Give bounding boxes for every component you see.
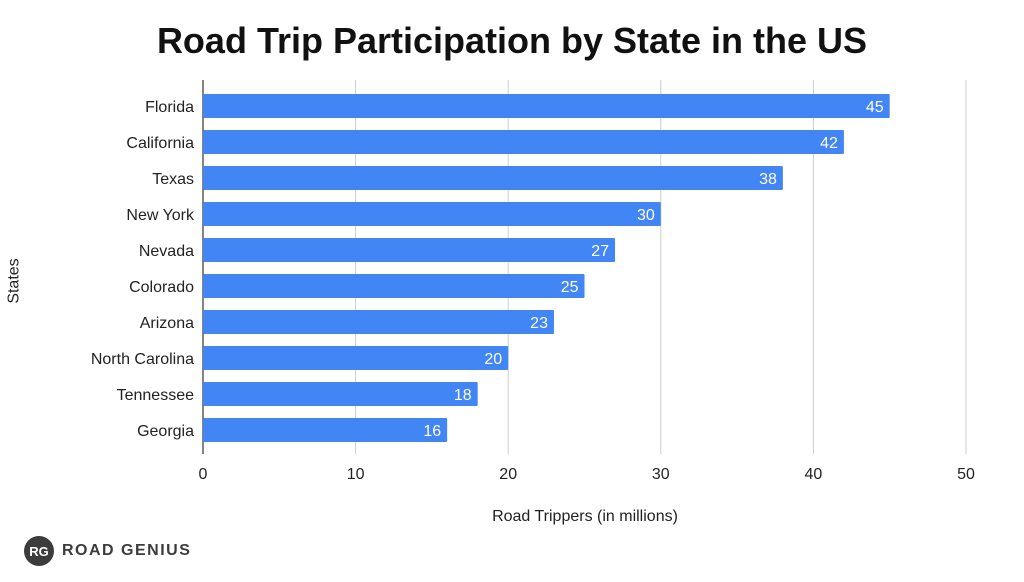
- category-label: California: [126, 135, 194, 152]
- x-tick-label: 40: [805, 466, 823, 483]
- bar: [203, 130, 844, 154]
- bar-value-label: 23: [530, 315, 548, 332]
- category-label: Arizona: [140, 315, 194, 332]
- bar-value-label: 42: [820, 135, 838, 152]
- x-axis-label: Road Trippers (in millions): [492, 508, 678, 525]
- bar-value-label: 20: [484, 351, 502, 368]
- category-label: North Carolina: [91, 351, 194, 368]
- x-tick-label: 10: [347, 466, 365, 483]
- x-tick-label: 20: [499, 466, 517, 483]
- bar-value-label: 25: [561, 279, 579, 296]
- bar-value-label: 16: [423, 423, 441, 440]
- bar-value-label: 38: [759, 171, 777, 188]
- category-label: New York: [126, 207, 195, 224]
- bar-value-label: 45: [866, 99, 884, 116]
- bar: [203, 418, 448, 442]
- bar: [203, 202, 661, 226]
- brand-logo: RG ROAD GENIUS: [24, 536, 191, 566]
- category-label: Nevada: [139, 243, 194, 260]
- bar: [203, 382, 478, 406]
- bar-value-label: 18: [454, 387, 472, 404]
- x-tick-label: 30: [652, 466, 670, 483]
- bar: [203, 94, 890, 118]
- bar: [203, 238, 616, 262]
- category-label: Texas: [152, 171, 194, 188]
- bar: [203, 166, 783, 190]
- bar: [203, 346, 509, 370]
- chart-title: Road Trip Participation by State in the …: [156, 20, 868, 61]
- y-axis-label: States: [5, 258, 23, 304]
- bar: [203, 310, 554, 334]
- brand-name: ROAD GENIUS: [62, 542, 192, 559]
- bar-value-label: 30: [637, 207, 655, 224]
- category-label: Georgia: [137, 423, 194, 440]
- road-genius-logo-icon: RG: [24, 536, 54, 566]
- bar-value-label: 27: [591, 243, 609, 260]
- category-label: Florida: [145, 99, 194, 116]
- bar: [203, 274, 585, 298]
- category-label: Colorado: [129, 279, 194, 296]
- x-tick-label: 50: [957, 466, 975, 483]
- category-label: Tennessee: [117, 387, 194, 404]
- x-tick-label: 0: [199, 466, 208, 483]
